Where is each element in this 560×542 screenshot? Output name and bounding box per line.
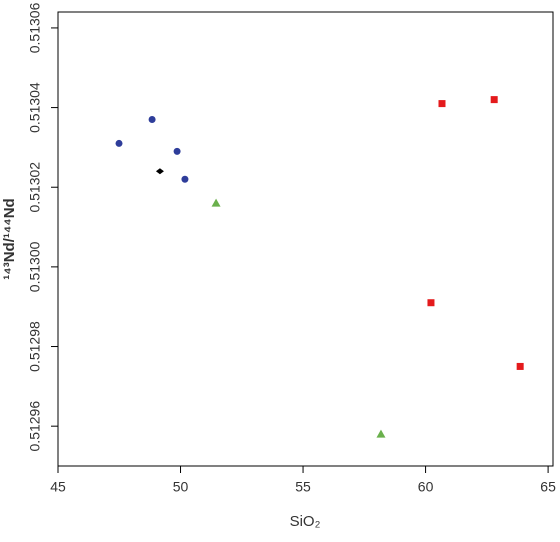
x-tick-label: 45 xyxy=(50,479,66,495)
y-tick-label: 0.51304 xyxy=(27,82,43,133)
y-tick-label: 0.51302 xyxy=(27,162,43,213)
x-tick-label: 65 xyxy=(540,479,556,495)
point xyxy=(211,198,221,207)
point xyxy=(173,147,181,155)
point xyxy=(438,100,446,108)
y-axis-title: ¹⁴³Nd/¹⁴⁴Nd xyxy=(1,198,18,279)
y-tick-label: 0.51296 xyxy=(27,401,43,452)
point xyxy=(155,168,164,175)
point xyxy=(376,429,386,438)
point xyxy=(181,175,189,183)
y-tick-label: 0.51300 xyxy=(27,241,43,292)
point xyxy=(516,362,524,370)
point xyxy=(115,139,123,147)
y-tick-label: 0.51298 xyxy=(27,321,43,372)
y-tick-label: 0.51306 xyxy=(27,2,43,53)
x-tick-label: 55 xyxy=(295,479,311,495)
x-tick-label: 60 xyxy=(418,479,434,495)
point xyxy=(490,96,498,104)
x-tick-label: 50 xyxy=(173,479,189,495)
point xyxy=(427,299,435,307)
plot-frame xyxy=(57,11,554,467)
point xyxy=(148,116,156,124)
x-axis-title: SiO₂ xyxy=(290,513,321,530)
